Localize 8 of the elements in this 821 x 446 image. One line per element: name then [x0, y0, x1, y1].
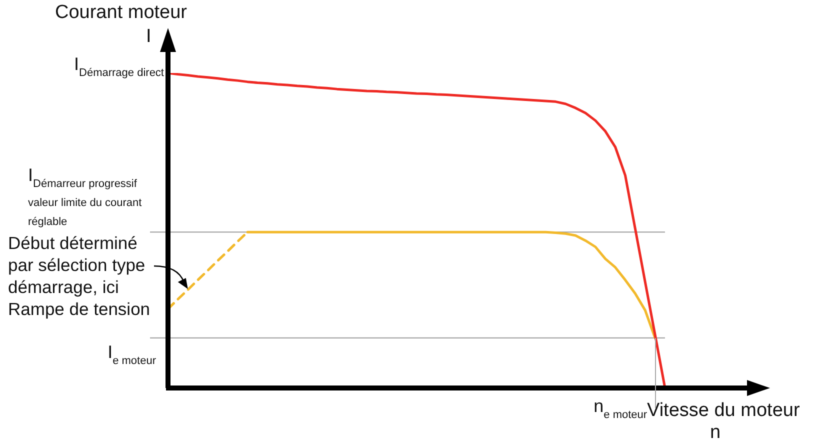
text: n	[710, 422, 721, 444]
text: n$_{e moteur}$	[594, 396, 648, 421]
x-axis-title: Vitesse du moteur	[647, 400, 800, 422]
text: I	[146, 26, 152, 48]
annotation: I$_{Démarrage direct}$	[74, 54, 164, 79]
ref-line-label: I$_{e moteur}$	[108, 342, 156, 367]
annotation: Début déterminé par sélection type démarrage, ici Rampe de tension	[8, 232, 152, 320]
y-axis-title: Courant moteur	[55, 2, 188, 24]
